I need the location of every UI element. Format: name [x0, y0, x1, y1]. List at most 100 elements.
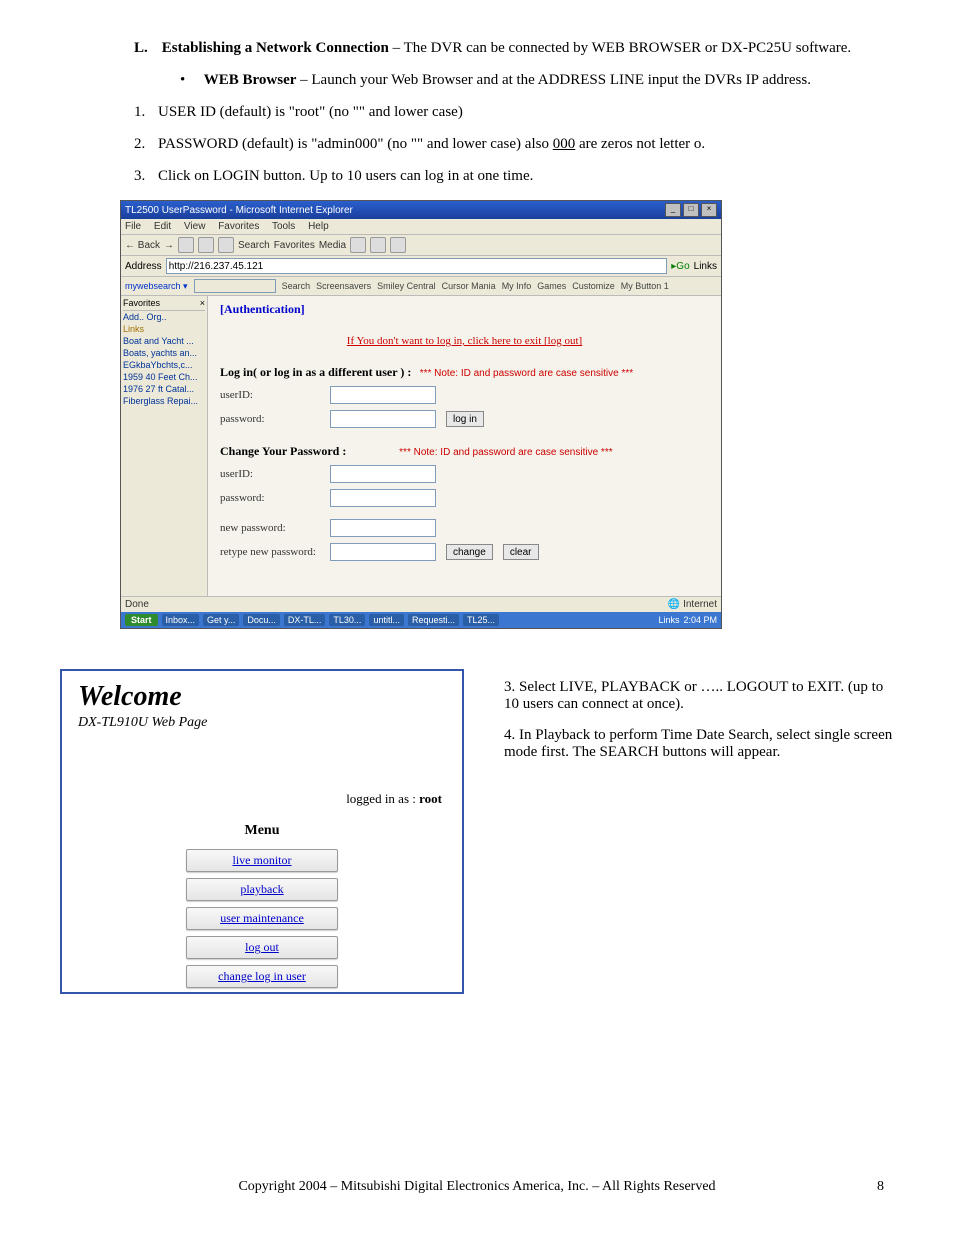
go-button[interactable]: ▸Go: [671, 261, 689, 272]
task-item[interactable]: Get y...: [203, 614, 239, 626]
login-heading: Log in( or log in as a different user ) …: [220, 365, 411, 379]
menu-file[interactable]: File: [125, 221, 141, 232]
retype-input[interactable]: [330, 543, 436, 561]
start-button[interactable]: Start: [125, 614, 158, 626]
footer: Copyright 2004 – Mitsubishi Digital Elec…: [0, 1179, 954, 1195]
section-title: Establishing a Network Connection: [162, 40, 389, 56]
task-item[interactable]: untitl...: [369, 614, 404, 626]
fav-links[interactable]: Links: [123, 323, 205, 335]
close-icon[interactable]: ×: [701, 203, 717, 217]
address-label: Address: [125, 261, 162, 272]
links-label[interactable]: Links: [694, 261, 717, 272]
fav-close-icon[interactable]: ×: [200, 298, 205, 308]
menu-favorites[interactable]: Favorites: [218, 221, 259, 232]
history-icon[interactable]: [350, 237, 366, 253]
task-item[interactable]: TL30...: [329, 614, 365, 626]
back-button[interactable]: ← Back: [125, 240, 160, 251]
refresh-icon[interactable]: [198, 237, 214, 253]
menu-change-login[interactable]: change log in user: [186, 965, 338, 988]
favorites-pane: Favorites × Add.. Org.. Links Boat and Ya…: [121, 296, 208, 596]
status-done: Done: [125, 599, 149, 610]
minimize-icon[interactable]: _: [665, 203, 681, 217]
userid-input[interactable]: [330, 386, 436, 404]
fav-add[interactable]: Add..: [123, 312, 144, 322]
sr-smiley[interactable]: Smiley Central: [377, 281, 436, 291]
home-icon[interactable]: [218, 237, 234, 253]
ie-toolbar: ← Back → Search Favorites Media: [121, 234, 721, 255]
welcome-panel: Welcome DX-TL910U Web Page logged in as …: [60, 669, 464, 994]
change-note: *** Note: ID and password are case sensi…: [399, 447, 612, 458]
menu-edit[interactable]: Edit: [154, 221, 171, 232]
fav-org[interactable]: Org..: [147, 312, 167, 322]
step-2: 2.PASSWORD (default) is "admin000" (no "…: [134, 136, 894, 153]
sr-cursor[interactable]: Cursor Mania: [442, 281, 496, 291]
task-item[interactable]: Docu...: [243, 614, 280, 626]
task-item[interactable]: Inbox...: [162, 614, 200, 626]
myweb-searchbox[interactable]: [194, 279, 276, 293]
search-button[interactable]: Search: [238, 240, 270, 251]
fav-header: Favorites: [123, 298, 160, 308]
mail-icon[interactable]: [370, 237, 386, 253]
exit-link[interactable]: If You don't want to log in, click here …: [220, 335, 709, 347]
change-heading: Change Your Password :: [220, 444, 346, 458]
menu-help[interactable]: Help: [308, 221, 329, 232]
step-3: 3.Click on LOGIN button. Up to 10 users …: [134, 168, 894, 185]
copyright: Copyright 2004 – Mitsubishi Digital Elec…: [238, 1179, 715, 1194]
password-label: password:: [220, 413, 330, 425]
fav-item[interactable]: Boat and Yacht ...: [123, 335, 205, 347]
clear-button[interactable]: clear: [503, 544, 539, 560]
task-item[interactable]: DX-TL...: [284, 614, 326, 626]
fav-item[interactable]: 1959 40 Feet Ch...: [123, 371, 205, 383]
sr-screensavers[interactable]: Screensavers: [316, 281, 371, 291]
menu-heading: Menu: [62, 823, 462, 839]
instr-4: 4. In Playback to perform Time Date Sear…: [504, 727, 894, 761]
ie-menubar: File Edit View Favorites Tools Help: [121, 219, 721, 234]
change-button[interactable]: change: [446, 544, 493, 560]
retype-label: retype new password:: [220, 546, 330, 558]
userid-input2[interactable]: [330, 465, 436, 483]
password-input2[interactable]: [330, 489, 436, 507]
favorites-button[interactable]: Favorites: [274, 240, 315, 251]
fav-item[interactable]: Boats, yachts an...: [123, 347, 205, 359]
status-internet: 🌐 Internet: [668, 599, 717, 610]
logged-in-as: logged in as : root: [62, 731, 462, 807]
statusbar: Done 🌐 Internet: [121, 596, 721, 612]
newpw-label: new password:: [220, 522, 330, 534]
step-1: 1.USER ID (default) is "root" (no "" and…: [134, 104, 894, 121]
bullet-line: • WEB Browser – Launch your Web Browser …: [180, 72, 894, 89]
address-input[interactable]: [166, 258, 668, 274]
menu-user-maintenance[interactable]: user maintenance: [186, 907, 338, 930]
newpw-input[interactable]: [330, 519, 436, 537]
clock: 2:04 PM: [683, 615, 717, 625]
login-button[interactable]: log in: [446, 411, 484, 427]
fav-item[interactable]: 1976 27 ft Catal...: [123, 383, 205, 395]
password-input[interactable]: [330, 410, 436, 428]
maximize-icon[interactable]: □: [683, 203, 699, 217]
task-item[interactable]: Requesti...: [408, 614, 459, 626]
search-toolbar: mywebsearch ▾ Search Screensavers Smiley…: [121, 276, 721, 295]
menu-log-out[interactable]: log out: [186, 936, 338, 959]
sr-myinfo[interactable]: My Info: [502, 281, 532, 291]
auth-heading: [Authentication]: [220, 302, 709, 317]
stop-icon[interactable]: [178, 237, 194, 253]
menu-tools[interactable]: Tools: [272, 221, 295, 232]
ie-title: TL2500 UserPassword - Microsoft Internet…: [125, 205, 353, 216]
myweb-label: mywebsearch ▾: [125, 281, 188, 292]
menu-playback[interactable]: playback: [186, 878, 338, 901]
fav-item[interactable]: Fiberglass Repai...: [123, 395, 205, 407]
sr-games[interactable]: Games: [537, 281, 566, 291]
welcome-subtitle: DX-TL910U Web Page: [78, 715, 446, 731]
task-item[interactable]: TL25...: [463, 614, 499, 626]
fav-item[interactable]: EGkbaYbchts,c...: [123, 359, 205, 371]
sr-mybutton[interactable]: My Button 1: [621, 281, 669, 291]
menu-live-monitor[interactable]: live monitor: [186, 849, 338, 872]
fwd-button[interactable]: →: [164, 240, 174, 251]
sr-customize[interactable]: Customize: [572, 281, 615, 291]
media-button[interactable]: Media: [319, 240, 346, 251]
instr-3: 3. Select LIVE, PLAYBACK or ….. LOGOUT t…: [504, 679, 894, 713]
print-icon[interactable]: [390, 237, 406, 253]
menu-view[interactable]: View: [184, 221, 206, 232]
search-btn[interactable]: Search: [282, 281, 311, 291]
page-number: 8: [877, 1179, 884, 1195]
content-pane: [Authentication] If You don't want to lo…: [208, 296, 721, 596]
